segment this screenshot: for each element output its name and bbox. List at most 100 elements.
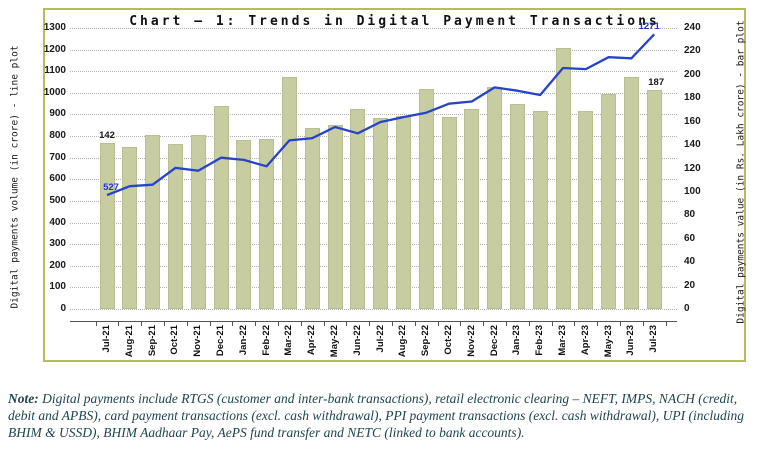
x-axis-tick	[597, 321, 599, 326]
x-axis-tick	[460, 321, 462, 326]
bar	[418, 88, 434, 309]
bar	[487, 86, 503, 309]
x-axis-label: Jul-21	[101, 325, 112, 353]
right-axis-tick: 160	[684, 115, 701, 127]
x-axis-label: Jan-22	[237, 325, 249, 356]
left-axis-tick: 1200	[43, 43, 66, 55]
x-axis-tick	[414, 321, 416, 326]
x-axis-label: Feb-22	[260, 325, 272, 356]
x-axis-tick	[620, 321, 621, 326]
x-axis-tick	[665, 321, 667, 326]
note-text: Note: Digital payments include RTGS (cus…	[8, 390, 758, 441]
left-axis-tick: 500	[49, 194, 66, 206]
bar	[190, 134, 206, 309]
note-prefix: Note:	[8, 391, 39, 406]
x-axis-tick	[392, 321, 393, 326]
x-axis-label: Apr-22	[306, 325, 318, 356]
x-axis-tick	[278, 321, 279, 326]
x-axis-tick	[642, 321, 644, 326]
x-axis-label: Mar-23	[557, 325, 568, 356]
left-axis-tick: 700	[49, 151, 66, 163]
right-axis-tick: 20	[684, 279, 696, 291]
x-axis-label: Oct-22	[443, 325, 454, 355]
bar	[304, 127, 320, 309]
bar	[532, 111, 548, 309]
x-axis-tick	[551, 321, 553, 326]
x-axis-label: Sep-21	[146, 325, 158, 357]
bar	[623, 77, 639, 309]
bar	[99, 142, 115, 309]
x-axis-label: Jun-22	[351, 325, 363, 356]
left-axis-tick: 400	[49, 216, 66, 228]
h-gridline	[70, 49, 677, 51]
left-axis-tick: 200	[49, 259, 66, 271]
right-axis-tick: 220	[684, 45, 701, 57]
x-axis-tick	[255, 321, 257, 326]
right-axis-tick: 60	[684, 232, 696, 244]
line-data-label: 1271	[638, 21, 660, 33]
x-axis-label: Mar-22	[283, 325, 295, 356]
x-axis-label: Dec-21	[215, 325, 226, 357]
left-axis-tick: 600	[49, 173, 66, 185]
x-axis-tick	[232, 321, 234, 326]
x-axis-tick	[141, 321, 143, 326]
bar	[259, 139, 275, 309]
right-axis-tick: 180	[684, 92, 701, 104]
bar	[441, 116, 457, 309]
right-axis-tick: 100	[684, 185, 701, 197]
bar	[213, 106, 229, 309]
x-axis-label: Aug-22	[397, 325, 409, 358]
left-axis-tick: 0	[60, 303, 66, 314]
x-axis-label: Apr-23	[579, 325, 591, 356]
bar	[464, 108, 480, 309]
bar-data-label: 142	[99, 129, 115, 141]
x-axis-label: Aug-21	[123, 325, 135, 358]
x-axis-label: Feb-23	[534, 325, 546, 356]
x-axis-tick	[506, 321, 507, 326]
x-axis-label: May-23	[602, 325, 614, 358]
x-axis-tick	[209, 321, 211, 326]
bar	[601, 93, 617, 309]
x-axis-label: Jul-22	[374, 325, 386, 353]
right-axis-tick: 200	[684, 68, 701, 80]
x-axis-tick	[346, 321, 348, 326]
right-axis-title: Digital payments value (in Rs. Lakh cror…	[735, 20, 747, 324]
x-axis-tick	[118, 321, 120, 326]
x-axis-label: Sep-22	[420, 325, 432, 357]
x-axis-label: Jun-23	[625, 325, 637, 356]
left-axis-tick: 300	[49, 238, 66, 250]
x-axis-tick	[574, 321, 576, 326]
bar	[373, 118, 389, 309]
bar	[578, 111, 594, 309]
x-axis-tick	[300, 321, 302, 326]
x-axis-label: Jan-23	[511, 325, 523, 356]
right-axis-tick: 140	[684, 139, 701, 151]
left-axis-tick: 1100	[44, 65, 66, 77]
left-axis-tick: 100	[49, 281, 66, 293]
h-gridline	[70, 309, 677, 310]
bar	[327, 125, 343, 309]
x-axis-label: Oct-21	[169, 325, 181, 355]
bar	[167, 143, 183, 309]
x-axis-tick	[528, 321, 530, 326]
left-axis-tick: 1000	[43, 86, 66, 98]
bar	[395, 115, 411, 309]
left-axis-tick: 800	[49, 130, 66, 142]
x-axis-label: Nov-22	[465, 325, 477, 357]
left-axis-tick: 1300	[43, 22, 66, 33]
h-gridline	[70, 71, 677, 73]
bar	[509, 104, 525, 309]
h-gridline	[70, 92, 677, 94]
x-axis-tick	[369, 321, 371, 326]
x-axis-label: Nov-21	[192, 325, 204, 357]
bar	[646, 90, 662, 309]
x-axis-tick	[483, 321, 485, 326]
bar-data-label: 187	[648, 77, 665, 89]
right-axis-tick: 0	[684, 303, 690, 314]
x-axis-tick	[186, 321, 188, 326]
x-axis-label: Jul-23	[648, 325, 660, 353]
x-axis-tick	[437, 321, 439, 326]
x-axis-line	[70, 321, 677, 322]
right-axis-tick: 120	[684, 162, 701, 174]
